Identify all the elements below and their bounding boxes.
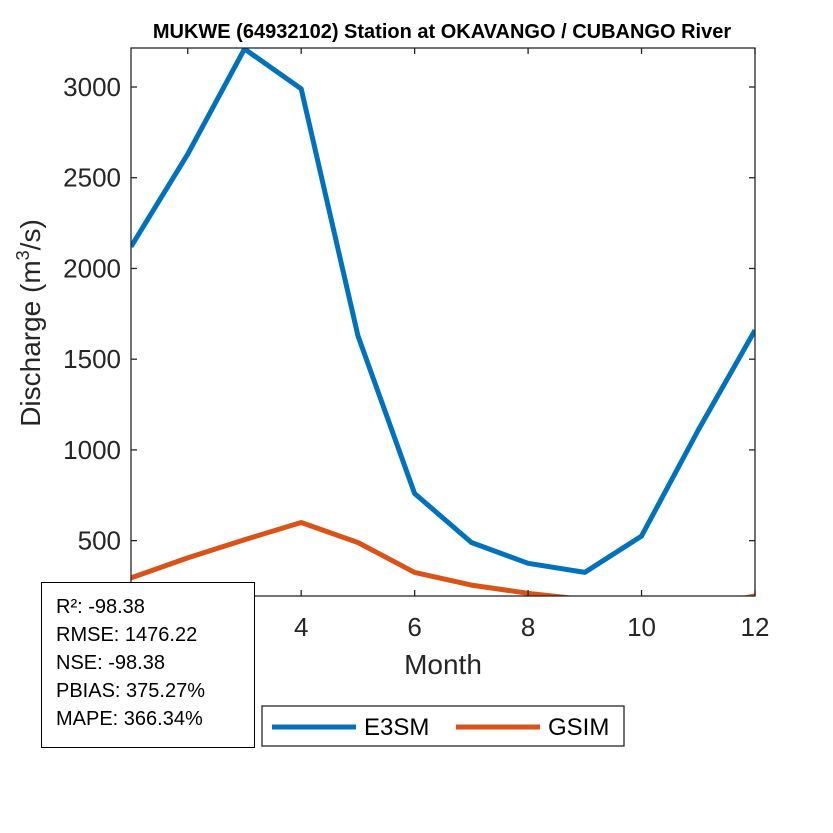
axes-box xyxy=(130,47,756,597)
series-line-gsim xyxy=(131,520,755,596)
y-axis-label-unit: /s) xyxy=(15,219,46,250)
x-tick-label: 8 xyxy=(521,612,535,642)
x-axis-label: Month xyxy=(404,649,482,680)
y-tick-label: 1500 xyxy=(63,344,121,374)
x-tick-label: 10 xyxy=(627,612,656,642)
y-tick-label: 3000 xyxy=(63,72,121,102)
legend-label-gsim: GSIM xyxy=(548,714,609,741)
stat-mape: MAPE: 366.34% xyxy=(56,708,203,730)
x-tick-label: 6 xyxy=(407,612,421,642)
plot-lines xyxy=(131,48,755,596)
y-tick-label: 500 xyxy=(78,526,121,556)
stats-box: R²: -98.38 RMSE: 1476.22 NSE: -98.38 PBI… xyxy=(41,582,255,748)
legend-label-e3sm: E3SM xyxy=(364,714,429,741)
series-line-e3sm xyxy=(131,48,755,575)
stat-r2: R²: -98.38 xyxy=(56,596,145,618)
x-tick-label: 12 xyxy=(741,612,770,642)
legend: E3SM GSIM xyxy=(261,705,625,747)
stat-nse: NSE: -98.38 xyxy=(56,652,165,674)
chart-title: MUKWE (64932102) Station at OKAVANGO / C… xyxy=(153,21,731,43)
x-tick-label: 4 xyxy=(294,612,308,642)
y-axis-label: Discharge (m3/s) xyxy=(13,219,46,427)
y-tick-label: 2000 xyxy=(63,253,121,283)
y-axis-label-main: Discharge (m xyxy=(15,260,46,426)
tick-marks xyxy=(131,48,756,596)
y-axis-label-superscript: 3 xyxy=(13,250,33,260)
y-tick-label: 1000 xyxy=(63,435,121,465)
y-tick-label: 2500 xyxy=(63,163,121,193)
stat-rmse: RMSE: 1476.22 xyxy=(56,624,198,646)
tick-labels: 2468101250010001500200025003000 xyxy=(63,72,769,642)
stat-pbias: PBIAS: 375.27% xyxy=(56,680,205,702)
